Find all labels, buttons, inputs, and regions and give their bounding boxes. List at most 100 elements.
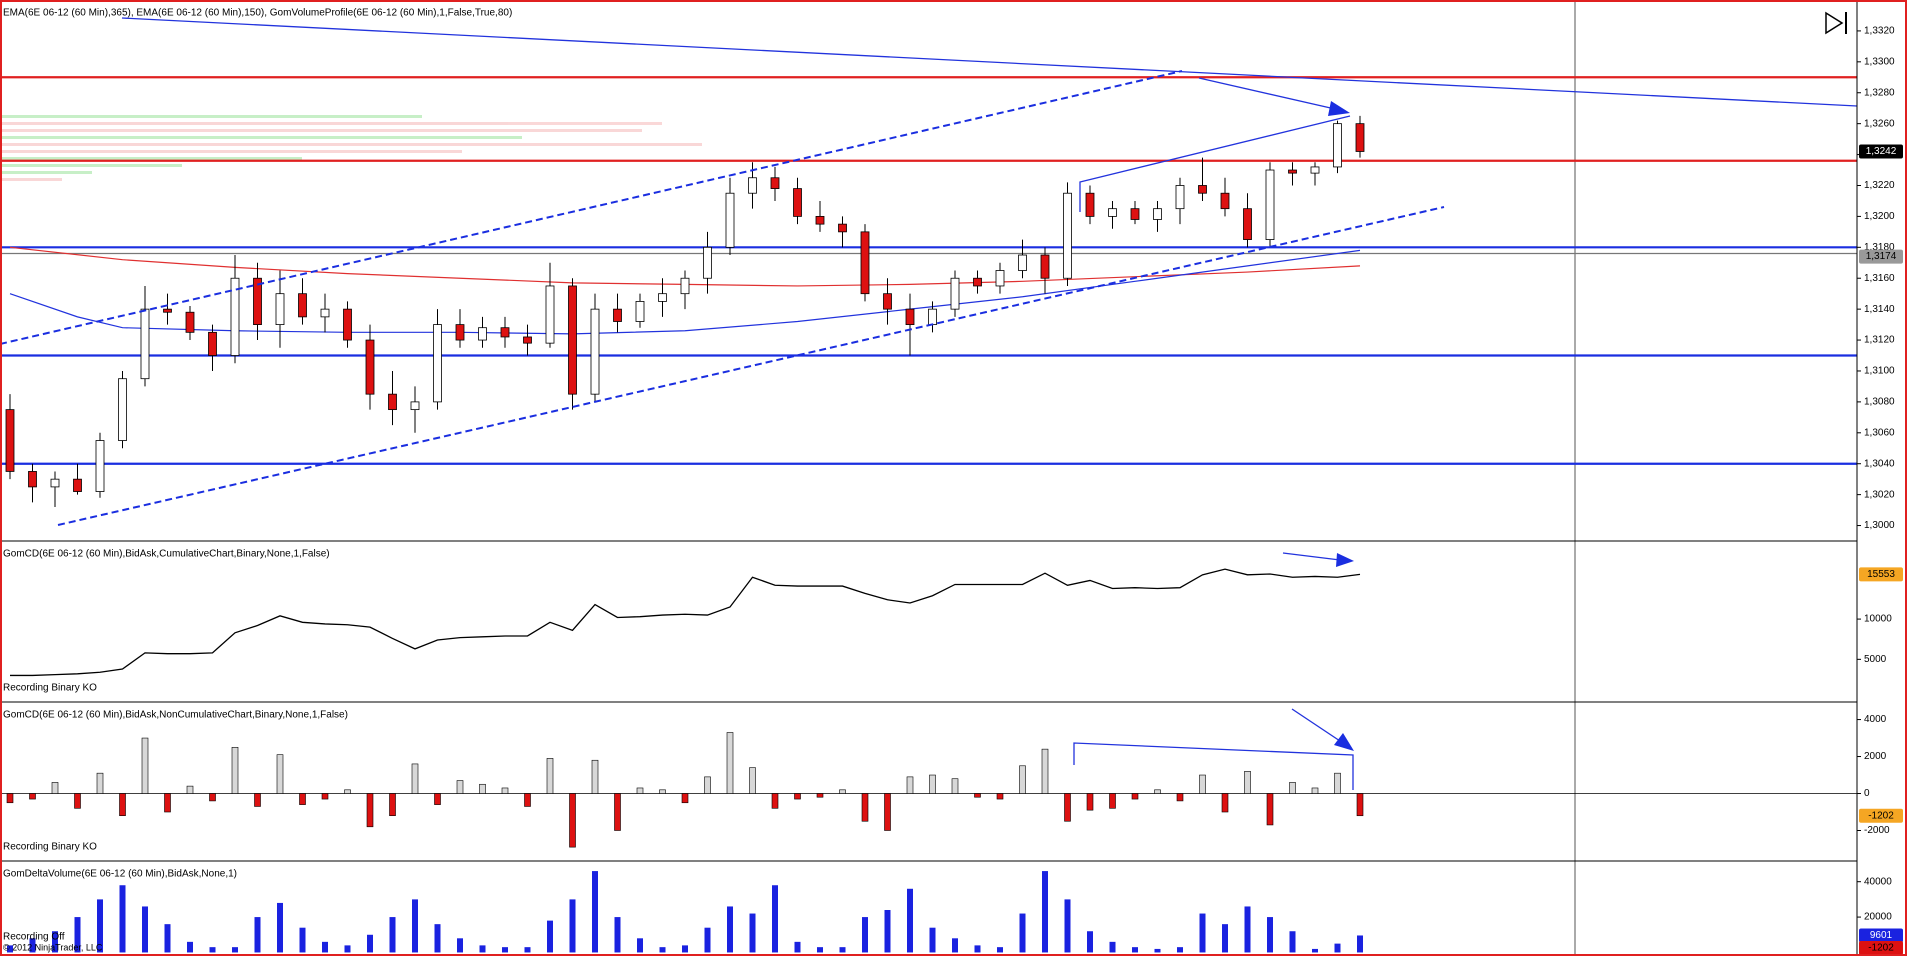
y-tick-label: 5000 bbox=[1864, 654, 1887, 665]
delta-bar bbox=[164, 793, 171, 813]
candle-body bbox=[365, 339, 375, 395]
candle-body bbox=[1153, 208, 1162, 220]
candle-body bbox=[28, 471, 37, 488]
delta-bar bbox=[51, 782, 59, 794]
delta-bar bbox=[7, 945, 13, 953]
candle-body bbox=[455, 324, 465, 341]
price-marker-label: -1202 bbox=[1868, 943, 1894, 954]
delta-bar bbox=[1064, 899, 1071, 953]
candle-body bbox=[680, 277, 690, 295]
profile-bar bbox=[2, 136, 522, 139]
trend-line bbox=[1079, 115, 1351, 212]
delta-bar bbox=[277, 902, 283, 953]
y-tick-label: -2000 bbox=[1864, 825, 1890, 836]
delta-bar bbox=[367, 934, 373, 953]
delta-bar bbox=[299, 793, 306, 805]
profile-bar bbox=[2, 115, 422, 118]
delta-bar bbox=[1154, 948, 1161, 953]
arrow-line bbox=[1198, 77, 1336, 110]
candle-body bbox=[1220, 192, 1230, 210]
y-tick-label: 1,3040 bbox=[1864, 458, 1895, 469]
delta-bar bbox=[209, 947, 216, 953]
delta-bar bbox=[501, 787, 509, 794]
candle-body bbox=[725, 192, 735, 248]
y-tick-label: 1,3180 bbox=[1864, 242, 1895, 253]
delta-bar bbox=[749, 913, 756, 953]
profile-bar bbox=[2, 150, 462, 153]
delta-bar bbox=[1131, 793, 1139, 800]
candle-body bbox=[523, 336, 532, 344]
panel-title: GomCD(6E 06-12 (60 Min),BidAsk,Cumulativ… bbox=[3, 549, 330, 560]
arrow-head bbox=[1336, 553, 1354, 567]
delta-bar bbox=[591, 759, 599, 794]
candle-body bbox=[950, 277, 960, 310]
price-marker bbox=[1859, 249, 1903, 264]
recording-label: Recording Off bbox=[3, 932, 65, 943]
delta-bar bbox=[141, 737, 149, 794]
candle-body bbox=[95, 440, 105, 492]
candle-body bbox=[320, 308, 330, 318]
y-tick-label: 10000 bbox=[1864, 614, 1892, 625]
candle-body bbox=[658, 293, 667, 302]
delta-bar bbox=[344, 945, 351, 953]
delta-bar bbox=[502, 947, 508, 953]
profile-bar bbox=[2, 129, 642, 132]
delta-bar bbox=[547, 920, 553, 953]
arrow-head bbox=[1334, 733, 1354, 751]
delta-bar bbox=[704, 927, 711, 953]
delta-bar bbox=[299, 927, 306, 953]
delta-bar bbox=[794, 793, 801, 800]
delta-bar bbox=[1019, 913, 1026, 953]
delta-bar bbox=[1244, 771, 1251, 794]
delta-bar bbox=[412, 899, 418, 953]
delta-bar bbox=[321, 793, 329, 800]
price-marker bbox=[1859, 928, 1903, 943]
delta-bar bbox=[1042, 871, 1048, 953]
candle-body bbox=[1243, 208, 1252, 240]
play-icon[interactable] bbox=[1825, 11, 1847, 35]
delta-bar bbox=[254, 793, 261, 807]
price-marker-label: 9601 bbox=[1870, 930, 1893, 941]
delta-bar bbox=[637, 938, 643, 953]
candle-body bbox=[230, 277, 240, 356]
candle-body bbox=[1355, 123, 1365, 152]
candle-body bbox=[1265, 169, 1275, 240]
delta-bar bbox=[997, 947, 1003, 953]
delta-bar bbox=[456, 780, 464, 794]
play-icon-triangle[interactable] bbox=[1825, 11, 1844, 35]
delta-bar bbox=[1267, 917, 1273, 953]
candle-body bbox=[1085, 192, 1095, 217]
candle-body bbox=[995, 270, 1005, 287]
y-tick-label: 1,3060 bbox=[1864, 427, 1895, 438]
delta-bar bbox=[29, 793, 36, 800]
y-tick-label: 40000 bbox=[1864, 876, 1892, 887]
delta-bar bbox=[164, 924, 171, 953]
delta-bar bbox=[726, 732, 734, 794]
delta-bar bbox=[276, 754, 284, 794]
delta-bar bbox=[952, 938, 958, 953]
price-marker-label: 1,3242 bbox=[1866, 146, 1897, 157]
candle-body bbox=[545, 285, 555, 344]
delta-bar bbox=[929, 927, 936, 953]
delta-bar bbox=[119, 793, 126, 817]
delta-bar bbox=[884, 793, 891, 831]
delta-bar bbox=[389, 793, 396, 817]
delta-bar bbox=[1289, 931, 1296, 953]
channel-line bbox=[0, 70, 1183, 345]
delta-bar bbox=[614, 793, 621, 831]
candle-body bbox=[1288, 169, 1297, 174]
delta-bar bbox=[29, 938, 36, 953]
delta-bar bbox=[479, 783, 486, 794]
y-tick-label: 1,3120 bbox=[1864, 335, 1895, 346]
delta-bar bbox=[1199, 774, 1206, 794]
delta-bar bbox=[1154, 789, 1161, 794]
delta-bar bbox=[636, 787, 644, 794]
candle-body bbox=[815, 215, 825, 225]
candle-body bbox=[1063, 192, 1072, 279]
candle-body bbox=[478, 327, 487, 341]
delta-bar bbox=[1289, 782, 1296, 794]
candle-body bbox=[1333, 123, 1342, 168]
delta-bar bbox=[1019, 765, 1026, 794]
delta-bar bbox=[1334, 943, 1341, 953]
